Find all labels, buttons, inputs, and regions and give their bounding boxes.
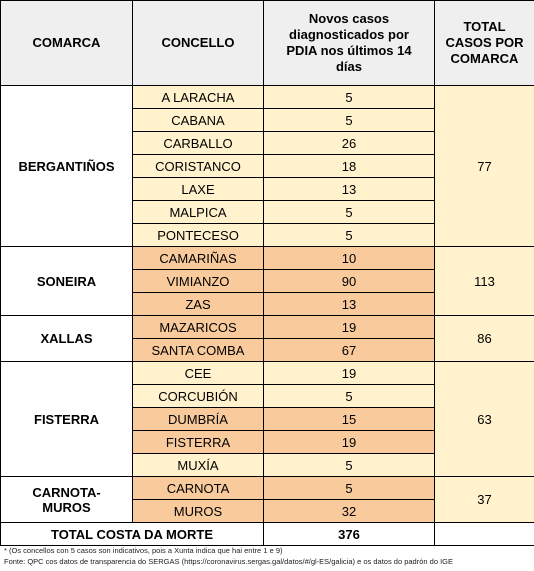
concello-cell: SANTA COMBA	[132, 338, 264, 362]
casos-cell: 19	[263, 361, 435, 385]
table-row: CARNOTA-MUROS CARNOTA 5 37	[0, 476, 534, 523]
casos-cell: 13	[263, 177, 435, 201]
concello-cell: CABANA	[132, 108, 264, 132]
table-row: XALLAS MAZARICOS 19 86	[0, 315, 534, 362]
casos-cell: 5	[263, 384, 435, 408]
comarca-total-cell: 63	[434, 361, 534, 477]
casos-cell: 19	[263, 315, 435, 339]
notes: * (Os concellos con 5 casos son indicati…	[4, 545, 530, 567]
casos-cell: 90	[263, 269, 435, 293]
header-row: COMARCA CONCELLO Novos casos diagnostica…	[0, 0, 534, 86]
note-source: Fonte: QPC cos datos de transparencia do…	[4, 557, 453, 566]
table-row: DUMBRÍA 15	[1, 407, 534, 431]
concello-cell: CARNOTA	[132, 476, 264, 500]
casos-cell: 26	[263, 131, 435, 155]
concello-cell: A LARACHA	[132, 85, 264, 109]
casos-cell: 19	[263, 430, 435, 454]
casos-cell: 5	[263, 476, 435, 500]
concello-cell: MALPICA	[132, 200, 264, 224]
casos-cell: 32	[263, 499, 435, 523]
comarca-total-cell: 77	[434, 85, 534, 247]
table-row: FISTERRA 19	[1, 430, 534, 454]
table-body: BERGANTIÑOS A LARACHA 5 77 CABANA 5 CARBALLO 26…	[0, 85, 534, 523]
concello-cell: FISTERRA	[132, 430, 264, 454]
table-row: SANTA COMBA 67	[1, 338, 534, 362]
table-row: MUROS 32	[1, 499, 534, 523]
header-total-comarca: TOTAL CASOS POR COMARCA	[434, 0, 534, 86]
comarca-cell: XALLAS	[0, 315, 133, 362]
table-row: BERGANTIÑOS A LARACHA 5 77	[0, 85, 534, 247]
header-comarca: COMARCA	[0, 0, 133, 86]
casos-cell: 5	[263, 453, 435, 477]
concello-cell: CORISTANCO	[132, 154, 264, 178]
casos-cell: 67	[263, 338, 435, 362]
casos-cell: 10	[263, 246, 435, 270]
concello-cell: CORCUBIÓN	[132, 384, 264, 408]
concello-cell: PONTECESO	[132, 223, 264, 247]
comarca-cell: BERGANTIÑOS	[0, 85, 133, 247]
table-row: MUXÍA 5	[1, 453, 534, 477]
table-row: FISTERRA CEE 19 63	[0, 361, 534, 477]
casos-cell: 13	[263, 292, 435, 316]
table-row: CORISTANCO 18	[1, 154, 534, 178]
concello-cell: CEE	[132, 361, 264, 385]
table-row: VIMIANZO 90	[1, 269, 534, 293]
footer-label: TOTAL COSTA DA MORTE	[0, 522, 264, 546]
footer-empty	[434, 522, 534, 546]
comarca-cell: SONEIRA	[0, 246, 133, 316]
footer-row: TOTAL COSTA DA MORTE 376	[0, 522, 534, 546]
casos-cell: 5	[263, 200, 435, 224]
comarca-total-cell: 37	[434, 476, 534, 523]
concello-cell: VIMIANZO	[132, 269, 264, 293]
concello-cell: DUMBRÍA	[132, 407, 264, 431]
comarca-total-cell: 113	[434, 246, 534, 316]
comarca-total-cell: 86	[434, 315, 534, 362]
table-row: ZAS 13	[1, 292, 534, 316]
concello-cell: MAZARICOS	[132, 315, 264, 339]
casos-cell: 5	[263, 85, 435, 109]
casos-cell: 5	[263, 108, 435, 132]
header-novos-casos: Novos casos diagnosticados por PDIA nos …	[263, 0, 435, 86]
comarca-cell: CARNOTA-MUROS	[0, 476, 133, 523]
header-concello: CONCELLO	[132, 0, 264, 86]
concello-cell: MUXÍA	[132, 453, 264, 477]
concello-cell: MUROS	[132, 499, 264, 523]
table-row: SONEIRA CAMARIÑAS 10 113	[0, 246, 534, 316]
concello-cell: ZAS	[132, 292, 264, 316]
concello-cell: CAMARIÑAS	[132, 246, 264, 270]
casos-cell: 5	[263, 223, 435, 247]
table-row: LAXE 13	[1, 177, 534, 201]
note-indicative: * (Os concellos con 5 casos son indicati…	[4, 546, 283, 555]
table-row: CORCUBIÓN 5	[1, 384, 534, 408]
cases-table: COMARCA CONCELLO Novos casos diagnostica…	[0, 0, 534, 546]
casos-cell: 15	[263, 407, 435, 431]
footer-total: 376	[263, 522, 435, 546]
casos-cell: 18	[263, 154, 435, 178]
table-row: CARBALLO 26	[1, 131, 534, 155]
concello-cell: CARBALLO	[132, 131, 264, 155]
concello-cell: LAXE	[132, 177, 264, 201]
comarca-cell: FISTERRA	[0, 361, 133, 477]
